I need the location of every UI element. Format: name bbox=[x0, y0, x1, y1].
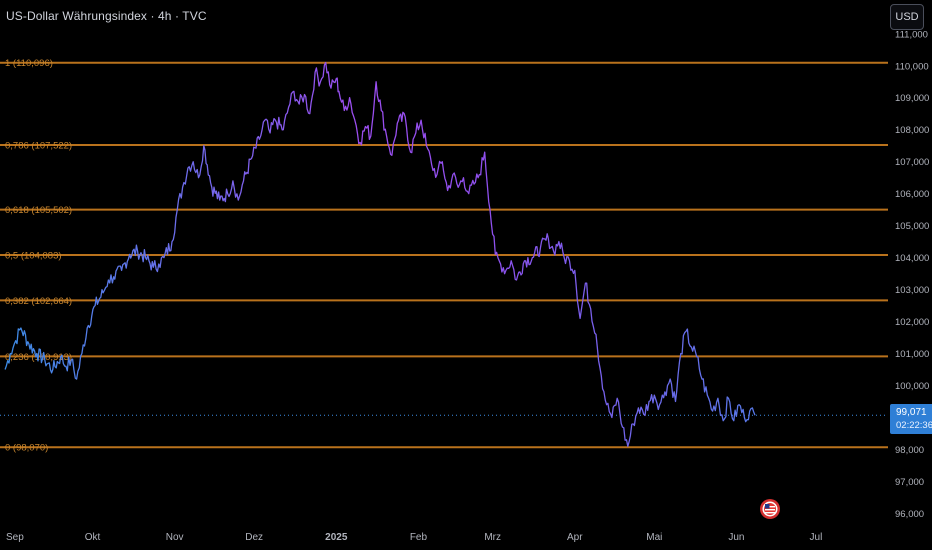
chart-title: US-Dollar Währungsindex · 4h · TVC bbox=[6, 9, 207, 23]
time-axis-tick-label: Mrz bbox=[484, 532, 501, 543]
price-axis-tick-label: 109,000 bbox=[895, 93, 929, 104]
price-axis-tick-label: 110,000 bbox=[895, 61, 929, 72]
time-axis-tick-label: Mai bbox=[646, 532, 662, 543]
us-flag-event-icon[interactable] bbox=[759, 498, 781, 520]
last-price-value: 99,071 bbox=[896, 407, 927, 418]
time-axis[interactable]: Sep Okt Nov Dez 2025 Feb Mrz Apr Mai Jun Jul bbox=[6, 532, 822, 543]
price-axis-tick-label: 98,000 bbox=[895, 445, 924, 456]
fib-level-label: 0 (98,070) bbox=[5, 443, 48, 454]
price-axis-tick-label: 104,000 bbox=[895, 253, 929, 264]
time-axis-tick-label: Nov bbox=[166, 532, 184, 543]
fibonacci-levels: 1 (110,096) 0,786 (107,522) 0,618 (105,502… bbox=[0, 58, 888, 454]
fib-level-label: 0,5 (104,083) bbox=[5, 250, 62, 261]
time-axis-tick-label: Dez bbox=[245, 532, 263, 543]
price-axis-tick-label: 111,000 bbox=[895, 29, 928, 40]
price-axis-tick-label: 107,000 bbox=[895, 157, 929, 168]
price-axis-tick-label: 102,000 bbox=[895, 317, 929, 328]
time-axis-tick-label: Sep bbox=[6, 532, 24, 543]
time-axis-tick-label: Jul bbox=[810, 532, 823, 543]
price-axis[interactable]: 96,00097,00098,00099,000100,000101,00010… bbox=[895, 29, 929, 520]
price-axis-tick-label: 100,000 bbox=[895, 381, 929, 392]
time-axis-tick-label: Apr bbox=[567, 532, 583, 543]
bar-countdown: 02:22:36 bbox=[896, 420, 932, 431]
price-axis-tick-label: 105,000 bbox=[895, 221, 929, 232]
fib-level-label: 0,382 (102,664) bbox=[5, 296, 72, 307]
currency-button[interactable]: USD bbox=[890, 4, 924, 30]
time-axis-tick-label: 2025 bbox=[325, 532, 348, 543]
price-axis-tick-label: 97,000 bbox=[895, 477, 924, 488]
price-axis-tick-label: 96,000 bbox=[895, 509, 924, 520]
fib-level-label: 0,786 (107,522) bbox=[5, 140, 72, 151]
price-axis-tick-label: 108,000 bbox=[895, 125, 929, 136]
time-axis-tick-label: Okt bbox=[85, 532, 101, 543]
price-axis-tick-label: 103,000 bbox=[895, 285, 929, 296]
price-series-line bbox=[4, 61, 756, 447]
time-axis-tick-label: Feb bbox=[410, 532, 428, 543]
fib-level-label: 0,618 (105,502) bbox=[5, 205, 72, 216]
last-price-label: 99,071 02:22:36 bbox=[890, 404, 932, 434]
price-axis-tick-label: 101,000 bbox=[895, 349, 929, 360]
price-axis-tick-label: 106,000 bbox=[895, 189, 929, 200]
time-axis-tick-label: Jun bbox=[728, 532, 744, 543]
fib-level-label: 1 (110,096) bbox=[5, 58, 53, 69]
